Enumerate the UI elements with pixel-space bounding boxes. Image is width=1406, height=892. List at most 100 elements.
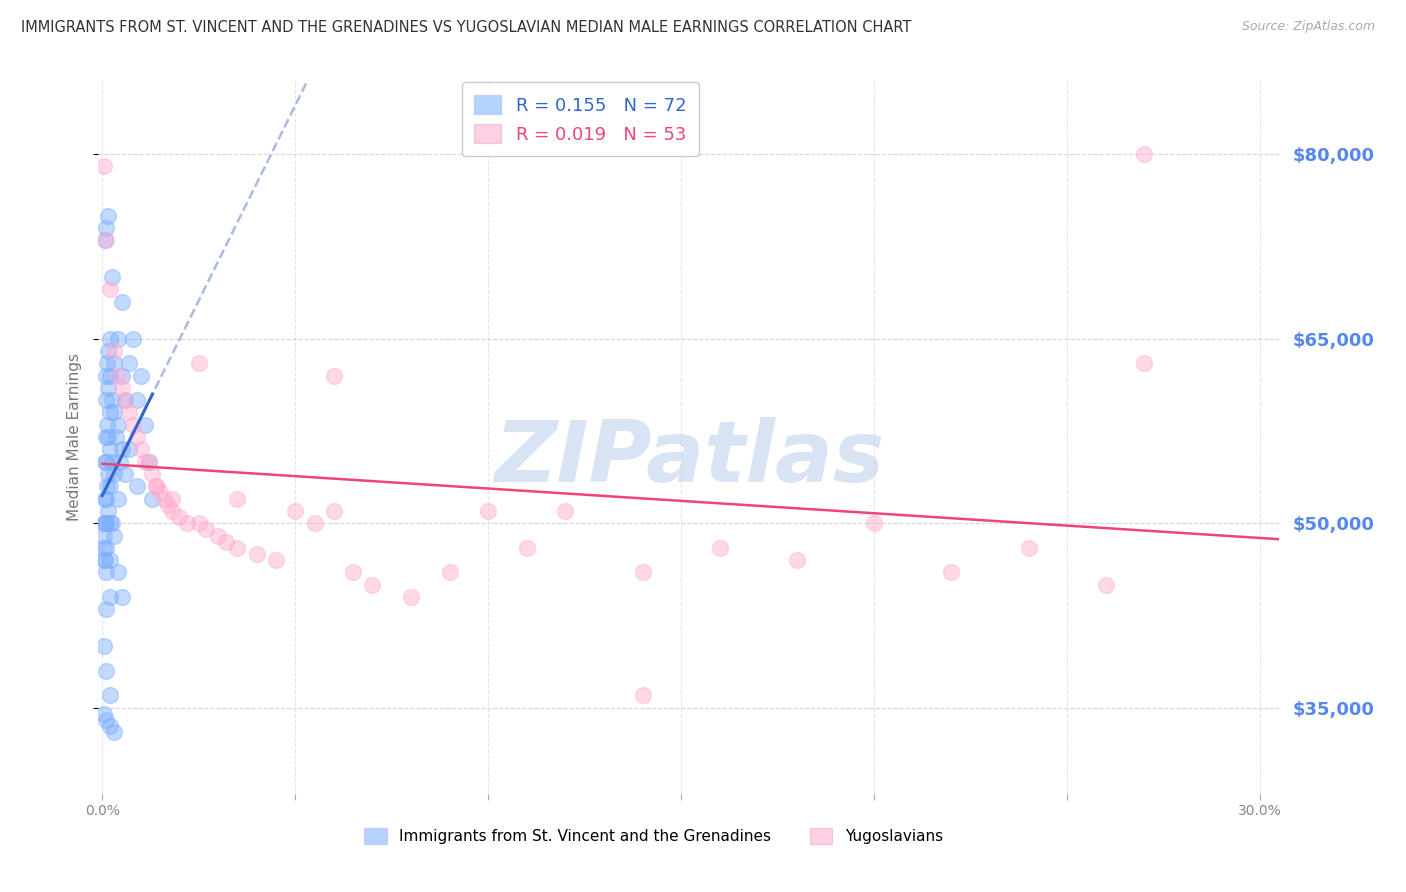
Text: IMMIGRANTS FROM ST. VINCENT AND THE GRENADINES VS YUGOSLAVIAN MEDIAN MALE EARNIN: IMMIGRANTS FROM ST. VINCENT AND THE GREN… — [21, 20, 911, 35]
Point — [98, 479, 121, 493]
Point — [138, 455, 160, 469]
Point — [94, 541, 117, 555]
Point — [94, 233, 117, 247]
Point — [226, 541, 249, 555]
Point — [125, 393, 148, 408]
Point — [145, 479, 167, 493]
Point — [129, 442, 152, 457]
Point — [94, 713, 117, 727]
Point — [284, 504, 307, 518]
Point — [94, 430, 117, 444]
Point — [156, 498, 179, 512]
Point — [118, 356, 141, 370]
Point — [107, 417, 129, 432]
Point — [554, 504, 576, 518]
Point — [439, 566, 461, 580]
Point — [97, 209, 120, 223]
Point — [108, 455, 131, 469]
Point — [110, 590, 132, 604]
Point — [114, 393, 136, 408]
Point — [631, 566, 654, 580]
Point — [122, 417, 145, 432]
Text: ZIPatlas: ZIPatlas — [494, 417, 884, 500]
Point — [118, 405, 141, 419]
Point — [94, 455, 117, 469]
Point — [94, 553, 117, 567]
Point — [94, 602, 117, 616]
Point — [98, 590, 121, 604]
Point — [138, 455, 160, 469]
Point — [1133, 356, 1156, 370]
Point — [98, 282, 121, 296]
Point — [93, 639, 115, 653]
Point — [134, 455, 156, 469]
Point — [94, 491, 117, 506]
Point — [134, 417, 156, 432]
Point — [195, 522, 218, 536]
Point — [264, 553, 287, 567]
Point — [160, 504, 183, 518]
Point — [786, 553, 808, 567]
Point — [93, 541, 115, 555]
Point — [94, 566, 117, 580]
Point — [101, 270, 124, 285]
Point — [103, 343, 125, 358]
Point — [110, 368, 132, 383]
Point — [93, 516, 115, 531]
Point — [114, 393, 136, 408]
Point — [322, 368, 344, 383]
Point — [98, 719, 121, 733]
Point — [94, 491, 117, 506]
Point — [98, 516, 121, 531]
Point — [94, 221, 117, 235]
Point — [1133, 147, 1156, 161]
Point — [145, 479, 167, 493]
Point — [94, 516, 117, 531]
Point — [98, 405, 121, 419]
Point — [104, 430, 127, 444]
Point — [103, 356, 125, 370]
Point — [101, 455, 124, 469]
Point — [304, 516, 326, 531]
Text: Source: ZipAtlas.com: Source: ZipAtlas.com — [1241, 20, 1375, 33]
Point — [96, 479, 118, 493]
Point — [97, 381, 120, 395]
Point — [114, 467, 136, 481]
Point — [322, 504, 344, 518]
Point — [153, 491, 176, 506]
Point — [98, 553, 121, 567]
Point — [94, 233, 117, 247]
Y-axis label: Median Male Earnings: Median Male Earnings — [67, 353, 83, 521]
Point — [110, 381, 132, 395]
Point — [125, 479, 148, 493]
Point — [96, 356, 118, 370]
Point — [93, 160, 115, 174]
Point — [399, 590, 422, 604]
Point — [342, 566, 364, 580]
Point — [93, 528, 115, 542]
Point — [118, 442, 141, 457]
Point — [98, 368, 121, 383]
Point — [160, 491, 183, 506]
Point — [1094, 578, 1116, 592]
Point — [97, 504, 120, 518]
Point — [94, 455, 117, 469]
Point — [125, 430, 148, 444]
Point — [122, 332, 145, 346]
Point — [187, 516, 209, 531]
Point — [149, 485, 172, 500]
Point — [98, 332, 121, 346]
Point — [94, 664, 117, 678]
Point — [94, 368, 117, 383]
Point — [103, 725, 125, 739]
Point — [97, 467, 120, 481]
Point — [110, 442, 132, 457]
Point — [176, 516, 198, 531]
Point — [516, 541, 538, 555]
Point — [110, 294, 132, 309]
Point — [631, 689, 654, 703]
Point — [477, 504, 499, 518]
Point — [207, 528, 229, 542]
Point — [96, 417, 118, 432]
Point — [1018, 541, 1040, 555]
